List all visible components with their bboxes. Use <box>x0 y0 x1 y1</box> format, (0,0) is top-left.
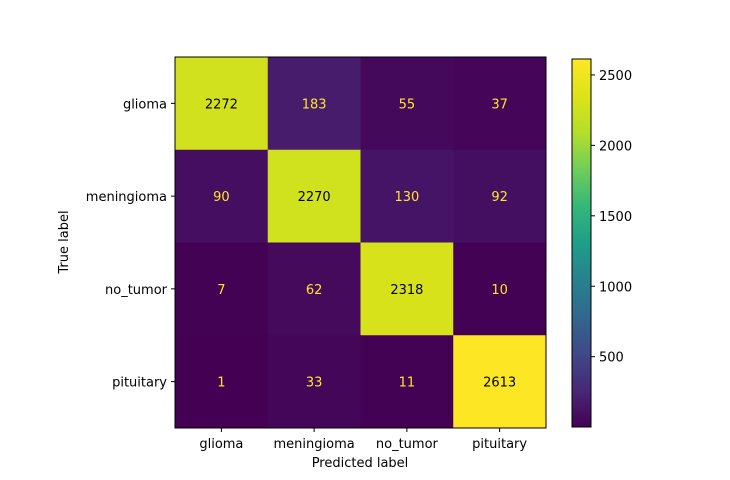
cell-value-label: 2613 <box>483 376 516 391</box>
heatmap-cell <box>360 149 454 243</box>
heatmap-cell <box>267 57 361 151</box>
y-tick-label: glioma <box>123 97 167 112</box>
y-tick-label: no_tumor <box>105 283 168 298</box>
cell-value-label: 10 <box>491 283 508 298</box>
y-axis-ticks: glioma meningioma no_tumor pituitary <box>86 97 175 391</box>
heatmap-cell <box>360 57 454 151</box>
cell-value-label: 183 <box>302 97 327 112</box>
cell-value-label: 7 <box>217 283 225 298</box>
heatmap-cell <box>175 149 269 243</box>
cell-value-label: 1 <box>217 376 225 391</box>
cell-value-label: 130 <box>394 190 419 205</box>
colorbar-tick-label: 2500 <box>599 69 632 84</box>
y-tick-label: pituitary <box>112 376 167 391</box>
x-axis-label: Predicted label <box>312 456 409 471</box>
colorbar-tick-label: 500 <box>599 351 624 366</box>
x-tick-label: meningioma <box>274 437 355 452</box>
heatmap-cell-labels: 2272 183 55 37 90 2270 130 92 7 62 2318 10 1 33 11 2613 <box>205 97 516 390</box>
heatmap-cell <box>175 335 269 429</box>
heatmap-cell <box>267 335 361 429</box>
cell-value-label: 2318 <box>390 283 423 298</box>
heatmap-cells <box>175 57 547 429</box>
heatmap-cell <box>175 242 269 336</box>
y-tick-label: meningioma <box>86 190 167 205</box>
plot-frame <box>174 56 547 429</box>
x-tick-label: pituitary <box>472 437 527 452</box>
cell-value-label: 2270 <box>298 190 331 205</box>
colorbar-tick-label: 1000 <box>599 280 632 295</box>
x-axis-ticks: glioma meningioma no_tumor pituitary <box>199 428 527 452</box>
x-tick-label: glioma <box>199 437 243 452</box>
heatmap-cell <box>453 149 547 243</box>
heatmap-cell <box>360 335 454 429</box>
cell-value-label: 55 <box>399 97 416 112</box>
cell-value-label: 2272 <box>205 97 238 112</box>
colorbar-tick-label: 2000 <box>599 139 632 154</box>
cell-value-label: 37 <box>491 97 508 112</box>
colorbar-gradient <box>571 58 592 428</box>
heatmap-cell <box>360 242 454 336</box>
heatmap-cell <box>453 57 547 151</box>
cell-value-label: 92 <box>491 190 508 205</box>
cell-value-label: 62 <box>306 283 323 298</box>
y-axis-label: True label <box>57 210 72 274</box>
cell-value-label: 90 <box>213 190 230 205</box>
cell-value-label: 33 <box>306 376 323 391</box>
colorbar-tick-label: 1500 <box>599 210 632 225</box>
heatmap-cell <box>453 335 547 429</box>
heatmap-cell <box>267 149 361 243</box>
heatmap-cell <box>267 242 361 336</box>
x-tick-label: no_tumor <box>376 437 439 452</box>
cell-value-label: 11 <box>399 376 416 391</box>
colorbar-ticks: 500 1000 1500 2000 2500 <box>591 69 632 366</box>
heatmap-cell <box>453 242 547 336</box>
colorbar: 500 1000 1500 2000 2500 <box>571 58 632 428</box>
heatmap-cell <box>175 57 269 151</box>
